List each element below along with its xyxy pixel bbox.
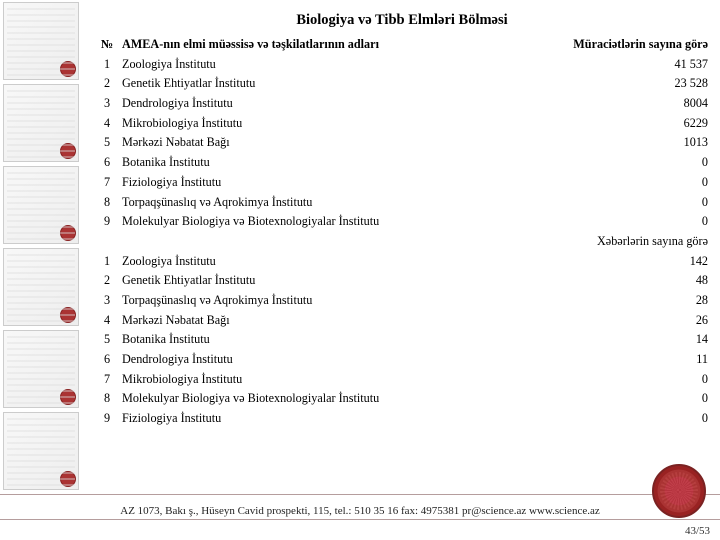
row-num: 9 bbox=[94, 409, 120, 429]
row-num: 1 bbox=[94, 55, 120, 75]
row-value: 28 bbox=[530, 291, 710, 311]
row-value: 26 bbox=[530, 311, 710, 331]
row-name: Genetik Ehtiyatlar İnstitutu bbox=[120, 271, 530, 291]
slide-thumb[interactable] bbox=[3, 248, 79, 326]
table-row: 9Fiziologiya İnstitutu0 bbox=[94, 409, 710, 429]
seal-icon bbox=[652, 464, 706, 518]
row-num: 7 bbox=[94, 173, 120, 193]
row-value: 1013 bbox=[530, 133, 710, 153]
row-name: Botanika İnstitutu bbox=[120, 153, 530, 173]
row-name: Molekulyar Biologiya və Biotexnologiyala… bbox=[120, 212, 530, 232]
table-row: 2Genetik Ehtiyatlar İnstitutu48 bbox=[94, 271, 710, 291]
slide-thumb[interactable] bbox=[3, 2, 79, 80]
table-row: 3Dendrologiya İnstitutu8004 bbox=[94, 94, 710, 114]
col-num-header: № bbox=[94, 35, 120, 55]
row-value: 0 bbox=[530, 193, 710, 213]
row-num: 6 bbox=[94, 153, 120, 173]
table-row: 3Torpaqşünaslıq və Aqrokimya İnstitutu28 bbox=[94, 291, 710, 311]
slide-thumb[interactable] bbox=[3, 330, 79, 408]
row-name: Mərkəzi Nəbatat Bağı bbox=[120, 311, 530, 331]
row-name: Mikrobiologiya İnstitutu bbox=[120, 370, 530, 390]
row-name: Molekulyar Biologiya və Biotexnologiyala… bbox=[120, 389, 530, 409]
row-value: 142 bbox=[530, 252, 710, 272]
row-num: 4 bbox=[94, 114, 120, 134]
table-row: 9Molekulyar Biologiya və Biotexnologiyal… bbox=[94, 212, 710, 232]
col-section1-header: Müraciətlərin sayına görə bbox=[530, 35, 710, 55]
row-num: 5 bbox=[94, 133, 120, 153]
row-name: Fiziologiya İnstitutu bbox=[120, 409, 530, 429]
col-name-header: AMEA-nın elmi müəssisə və təşkilatlarını… bbox=[120, 35, 530, 55]
row-num: 3 bbox=[94, 94, 120, 114]
row-num: 4 bbox=[94, 311, 120, 331]
institutes-table: № AMEA-nın elmi müəssisə və təşkilatları… bbox=[94, 35, 710, 429]
slide-thumb[interactable] bbox=[3, 166, 79, 244]
row-value: 0 bbox=[530, 173, 710, 193]
row-name: Dendrologiya İnstitutu bbox=[120, 350, 530, 370]
table-row: 1Zoologiya İnstitutu142 bbox=[94, 252, 710, 272]
row-value: 0 bbox=[530, 389, 710, 409]
row-name: Torpaqşünaslıq və Aqrokimya İnstitutu bbox=[120, 291, 530, 311]
row-name: Genetik Ehtiyatlar İnstitutu bbox=[120, 74, 530, 94]
table-row: 5Botanika İnstitutu14 bbox=[94, 330, 710, 350]
table-row: 1Zoologiya İnstitutu41 537 bbox=[94, 55, 710, 75]
row-value: 0 bbox=[530, 153, 710, 173]
table-row: 5Mərkəzi Nəbatat Bağı1013 bbox=[94, 133, 710, 153]
row-value: 41 537 bbox=[530, 55, 710, 75]
row-name: Dendrologiya İnstitutu bbox=[120, 94, 530, 114]
row-value: 8004 bbox=[530, 94, 710, 114]
slide-thumb[interactable] bbox=[3, 84, 79, 162]
row-value: 14 bbox=[530, 330, 710, 350]
row-num: 1 bbox=[94, 252, 120, 272]
row-value: 48 bbox=[530, 271, 710, 291]
table-row: 4Mərkəzi Nəbatat Bağı26 bbox=[94, 311, 710, 331]
row-name: Fiziologiya İnstitutu bbox=[120, 173, 530, 193]
slide-content: Biologiya və Tibb Elmləri Bölməsi № AMEA… bbox=[88, 0, 720, 540]
slide-thumbnail-strip bbox=[0, 0, 82, 492]
row-num: 7 bbox=[94, 370, 120, 390]
table-row: 2Genetik Ehtiyatlar İnstitutu23 528 bbox=[94, 74, 710, 94]
row-num: 5 bbox=[94, 330, 120, 350]
row-value: 11 bbox=[530, 350, 710, 370]
row-name: Mikrobiologiya İnstitutu bbox=[120, 114, 530, 134]
row-name: Botanika İnstitutu bbox=[120, 330, 530, 350]
row-value: 23 528 bbox=[530, 74, 710, 94]
row-name: Torpaqşünaslıq və Aqrokimya İnstitutu bbox=[120, 193, 530, 213]
table-row: 4Mikrobiologiya İnstitutu6229 bbox=[94, 114, 710, 134]
row-num: 8 bbox=[94, 193, 120, 213]
table-row: 8Torpaqşünaslıq və Aqrokimya İnstitutu0 bbox=[94, 193, 710, 213]
row-num: 9 bbox=[94, 212, 120, 232]
row-num: 3 bbox=[94, 291, 120, 311]
row-value: 0 bbox=[530, 409, 710, 429]
table-row: 6Botanika İnstitutu0 bbox=[94, 153, 710, 173]
section-title: Biologiya və Tibb Elmləri Bölməsi bbox=[94, 12, 710, 29]
row-name: Zoologiya İnstitutu bbox=[120, 55, 530, 75]
col-section2-header: Xəbərlərin sayına görə bbox=[530, 232, 710, 252]
row-num: 6 bbox=[94, 350, 120, 370]
row-num: 2 bbox=[94, 271, 120, 291]
table-row: 8Molekulyar Biologiya və Biotexnologiyal… bbox=[94, 389, 710, 409]
row-name: Zoologiya İnstitutu bbox=[120, 252, 530, 272]
row-value: 0 bbox=[530, 212, 710, 232]
slide-footer: AZ 1073, Bakı ş., Hüseyn Cavid prospekti… bbox=[0, 486, 720, 540]
table-row: 7Fiziologiya İnstitutu0 bbox=[94, 173, 710, 193]
slide-thumb[interactable] bbox=[3, 412, 79, 490]
row-name: Mərkəzi Nəbatat Bağı bbox=[120, 133, 530, 153]
row-num: 8 bbox=[94, 389, 120, 409]
page-number: 43/53 bbox=[685, 525, 710, 537]
row-value: 6229 bbox=[530, 114, 710, 134]
footer-contact: AZ 1073, Bakı ş., Hüseyn Cavid prospekti… bbox=[0, 505, 720, 517]
table-row: 7Mikrobiologiya İnstitutu0 bbox=[94, 370, 710, 390]
row-value: 0 bbox=[530, 370, 710, 390]
table-row: 6Dendrologiya İnstitutu11 bbox=[94, 350, 710, 370]
row-num: 2 bbox=[94, 74, 120, 94]
